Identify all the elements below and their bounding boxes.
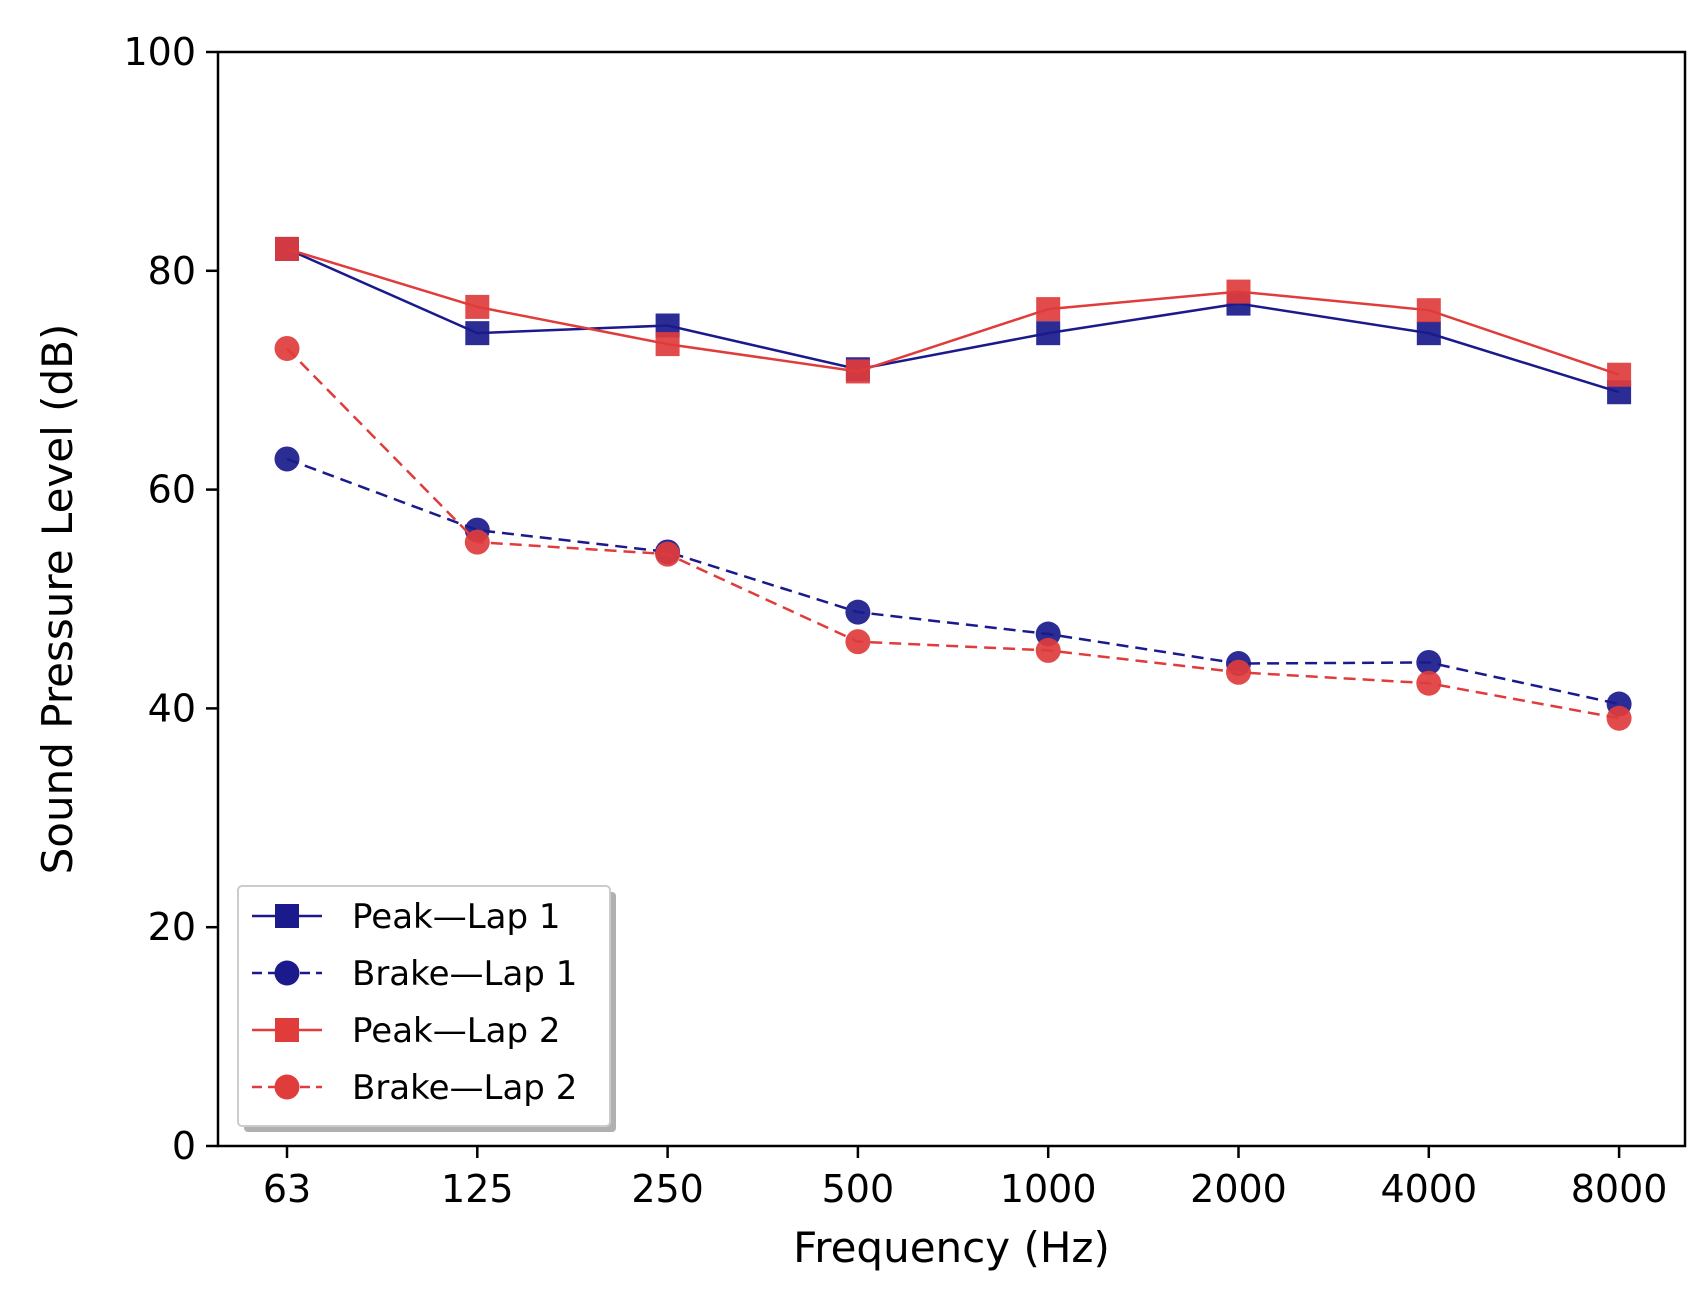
y-tick-label-1: 20 [148, 905, 196, 949]
y-axis-title: Sound Pressure Level (dB) [33, 324, 82, 875]
series-3-point-7 [1606, 705, 1632, 731]
series-3-point-1 [464, 529, 490, 555]
x-axis-title: Frequency (Hz) [793, 1223, 1110, 1272]
legend-marker-1 [274, 960, 300, 986]
y-tick-label-0: 0 [172, 1124, 196, 1168]
legend-marker-2 [275, 1018, 299, 1042]
x-tick-label-4: 1000 [1000, 1167, 1097, 1211]
x-tick-label-0: 63 [263, 1167, 311, 1211]
x-tick-label-5: 2000 [1190, 1167, 1287, 1211]
legend-box [237, 885, 611, 1127]
series-0-point-1 [465, 321, 490, 346]
series-3-point-0 [274, 335, 300, 361]
series-3-point-2 [655, 541, 681, 567]
series-1-point-3 [845, 599, 871, 625]
series-2-point-7 [1607, 362, 1632, 387]
x-tick-label-7: 8000 [1571, 1167, 1668, 1211]
x-tick-label-3: 500 [822, 1167, 895, 1211]
y-tick-label-4: 80 [148, 249, 196, 293]
series-0-point-6 [1416, 321, 1441, 346]
x-tick-label-2: 250 [631, 1167, 704, 1211]
series-2-point-2 [655, 332, 680, 357]
series-0-point-4 [1036, 321, 1061, 346]
x-tick-label-6: 4000 [1380, 1167, 1477, 1211]
legend-label-1: Brake—Lap 1 [352, 954, 577, 994]
series-line-3 [286, 347, 1620, 720]
plot-frame [216, 50, 1687, 1148]
series-3-point-5 [1226, 659, 1251, 685]
series-1-point-6 [1416, 649, 1442, 675]
y-tick-label-5: 100 [123, 30, 196, 74]
series-line-1 [286, 457, 1620, 706]
series-2-point-0 [275, 236, 299, 261]
series-1-point-0 [274, 446, 300, 472]
series-2-point-6 [1416, 298, 1441, 323]
y-tick-label-2: 40 [148, 686, 196, 730]
series-3-point-4 [1035, 637, 1061, 663]
series-3-point-3 [845, 629, 871, 655]
legend: Peak—Lap 1 Brake—Lap 1 Peak—Lap 2 Brake—Lap… [237, 885, 616, 1132]
y-tick-label-3: 60 [148, 468, 196, 512]
series-3-point-6 [1416, 670, 1442, 696]
legend-marker-0 [275, 904, 299, 928]
legend-label-0: Peak—Lap 1 [352, 897, 561, 937]
series-line-2 [286, 247, 1620, 376]
x-tick-label-1: 125 [441, 1167, 514, 1211]
series-2-point-1 [465, 294, 490, 319]
legend-label-3: Brake—Lap 2 [352, 1068, 577, 1108]
legend-marker-3 [274, 1074, 300, 1100]
legend-label-2: Peak—Lap 2 [352, 1011, 561, 1051]
series-2-point-3 [845, 359, 870, 384]
series-line-0 [286, 247, 1620, 394]
series-2-point-5 [1226, 279, 1251, 304]
axes: 0 20 40 60 80 100 63 125 250 500 1000 2000 4000 8000 [123, 30, 1687, 1211]
series-2-point-4 [1036, 297, 1061, 322]
plot-area [274, 236, 1632, 731]
